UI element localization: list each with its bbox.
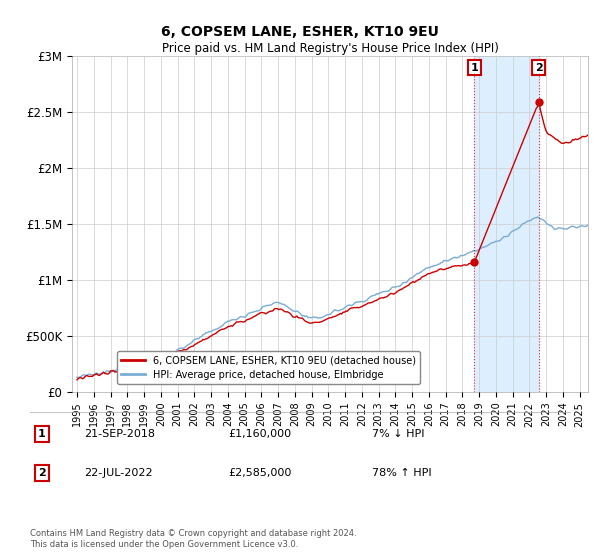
Text: 1: 1 (470, 63, 478, 73)
Text: 7% ↓ HPI: 7% ↓ HPI (372, 429, 425, 439)
Text: 22-JUL-2022: 22-JUL-2022 (84, 468, 152, 478)
Text: 78% ↑ HPI: 78% ↑ HPI (372, 468, 431, 478)
Text: 21-SEP-2018: 21-SEP-2018 (84, 429, 155, 439)
Text: 1: 1 (38, 429, 46, 439)
Text: £1,160,000: £1,160,000 (228, 429, 291, 439)
Text: 2: 2 (38, 468, 46, 478)
Text: 2: 2 (535, 63, 542, 73)
Text: 6, COPSEM LANE, ESHER, KT10 9EU: 6, COPSEM LANE, ESHER, KT10 9EU (161, 25, 439, 39)
Title: Price paid vs. HM Land Registry's House Price Index (HPI): Price paid vs. HM Land Registry's House … (161, 42, 499, 55)
Bar (475, 56, 539, 392)
Legend: 6, COPSEM LANE, ESHER, KT10 9EU (detached house), HPI: Average price, detached h: 6, COPSEM LANE, ESHER, KT10 9EU (detache… (116, 351, 419, 384)
Text: £2,585,000: £2,585,000 (228, 468, 292, 478)
Text: Contains HM Land Registry data © Crown copyright and database right 2024.
This d: Contains HM Land Registry data © Crown c… (30, 529, 356, 549)
